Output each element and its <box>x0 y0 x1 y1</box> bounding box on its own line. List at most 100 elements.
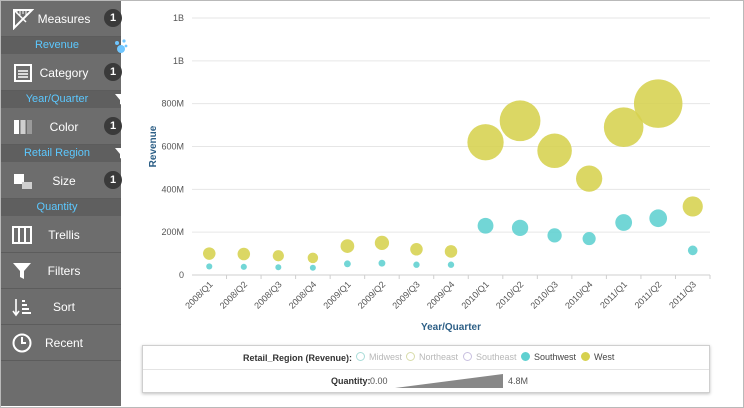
legend-swatch-southwest <box>521 352 530 361</box>
sidebar-tool-recent[interactable]: Recent <box>1 325 121 361</box>
bubble-southwest <box>343 260 351 268</box>
sidebar-tool-sort[interactable]: Sort <box>1 289 121 325</box>
trellis-icon <box>12 226 32 244</box>
filter-funnel-icon-2 <box>115 148 127 159</box>
size-label: Size <box>52 174 76 188</box>
color-count-badge: 1 <box>104 117 122 135</box>
legend-label-midwest: Midwest <box>369 352 403 362</box>
sidebar-item-color[interactable]: Color 1 <box>1 109 122 145</box>
bubble-southwest <box>413 261 420 268</box>
y-tick-label: 800M <box>161 99 184 109</box>
legend-quantity-max: 4.8M <box>508 376 529 386</box>
filters-label: Filters <box>47 264 81 278</box>
bubble-west <box>340 239 355 253</box>
bubble-west <box>499 100 541 142</box>
bubble-southwest <box>378 259 386 267</box>
legend-label-northeast: Northeast <box>419 352 459 362</box>
y-axis-title: Revenue <box>148 125 159 167</box>
x-tick-label: 2008/Q1 <box>183 279 214 310</box>
y-tick-label: 0 <box>179 270 184 280</box>
bubble-west <box>467 124 504 161</box>
size-count-badge: 1 <box>104 171 122 189</box>
legend-label-southwest: Southwest <box>534 352 577 362</box>
y-tick-label: 1B <box>173 13 184 23</box>
bubble-west <box>633 79 683 128</box>
x-tick-label: 2008/Q3 <box>252 279 283 310</box>
bubble-chart-icon <box>115 39 128 53</box>
bubble-west <box>272 250 284 262</box>
filters-funnel-icon <box>13 263 31 279</box>
y-tick-label: 1B <box>173 56 184 66</box>
legend-quantity-label: Quantity: <box>331 376 371 386</box>
bubble-southwest <box>687 245 698 256</box>
bubble-southwest <box>206 263 213 270</box>
sidebar: Measures 1 Revenue Category 1 Year/Quart… <box>1 1 128 406</box>
category-value-label: Year/Quarter <box>25 93 89 105</box>
x-tick-label: 2011/Q2 <box>633 279 664 310</box>
size-scale-wedge <box>395 374 503 388</box>
recent-label: Recent <box>44 336 84 350</box>
legend-label-southeast: Southeast <box>476 352 517 362</box>
legend-swatch-midwest <box>356 352 365 361</box>
x-tick-label: 2008/Q4 <box>287 279 318 310</box>
sidebar-item-measures[interactable]: Measures 1 <box>1 1 122 37</box>
category-value[interactable]: Year/Quarter <box>1 91 127 108</box>
size-value-label: Quantity <box>36 201 78 213</box>
bubble-west <box>374 235 390 251</box>
y-tick-label: 200M <box>161 227 184 237</box>
bubble-west <box>410 243 423 256</box>
legend-label-west: West <box>594 352 615 362</box>
measures-value[interactable]: Revenue <box>1 37 128 54</box>
sidebar-item-category[interactable]: Category 1 <box>1 55 122 91</box>
x-tick-label: 2011/Q3 <box>667 279 698 310</box>
x-tick-label: 2009/Q4 <box>425 279 456 310</box>
bubble-west <box>307 252 319 264</box>
legend-title: Retail_Region (Revenue): <box>243 353 353 363</box>
measures-count-badge: 1 <box>104 9 122 27</box>
category-count-badge: 1 <box>104 63 122 81</box>
legend-swatch-northeast <box>406 352 415 361</box>
bubble-west <box>203 247 216 260</box>
sidebar-tool-trellis[interactable]: Trellis <box>1 217 121 253</box>
bubble-southwest <box>615 214 633 231</box>
legend-swatch-southeast <box>463 352 472 361</box>
bubble-southwest <box>275 264 282 271</box>
sort-icon <box>12 299 31 317</box>
trellis-label: Trellis <box>48 228 80 242</box>
size-icon <box>14 174 32 189</box>
bubble-west <box>603 107 644 148</box>
sidebar-tool-filters[interactable]: Filters <box>1 253 121 289</box>
size-value[interactable]: Quantity <box>1 199 121 216</box>
bubble-southwest <box>511 219 529 237</box>
category-icon <box>14 64 32 82</box>
measures-icon <box>13 9 34 30</box>
x-axis-title: Year/Quarter <box>421 322 481 333</box>
bubble-southwest <box>477 217 494 234</box>
bubble-west <box>682 196 703 217</box>
x-tick-label: 2010/Q1 <box>459 279 490 310</box>
bubble-west <box>444 245 458 258</box>
measures-label: Measures <box>37 12 91 26</box>
x-tick-label: 2010/Q4 <box>563 279 594 310</box>
x-tick-label: 2010/Q3 <box>529 279 560 310</box>
bubble-southwest <box>309 264 316 271</box>
bubble-southwest <box>240 263 247 270</box>
bubble-southwest <box>547 228 562 243</box>
color-label: Color <box>49 120 79 134</box>
clock-icon <box>12 333 32 353</box>
x-tick-label: 2008/Q2 <box>218 279 249 310</box>
category-label: Category <box>39 66 89 80</box>
y-tick-label: 400M <box>161 184 184 194</box>
bubble-west <box>237 247 251 261</box>
color-icon <box>14 120 32 134</box>
bubble-southwest <box>649 209 668 228</box>
color-value[interactable]: Retail Region <box>1 145 127 162</box>
x-tick-label: 2011/Q1 <box>598 279 629 310</box>
legend-quantity-min: 0.00 <box>370 376 388 386</box>
bubble-west <box>537 133 572 169</box>
filter-funnel-icon <box>115 94 127 105</box>
y-tick-label: 600M <box>161 142 184 152</box>
sidebar-item-size[interactable]: Size 1 <box>1 163 122 199</box>
bubble-southwest <box>582 232 596 246</box>
